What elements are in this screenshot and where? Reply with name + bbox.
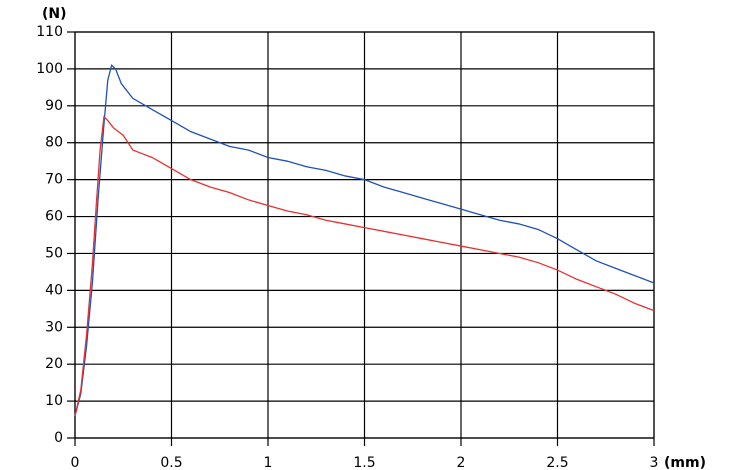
x-tick-label: 3 bbox=[650, 455, 659, 470]
x-tick-label: 1.5 bbox=[353, 455, 375, 470]
plot-frame bbox=[74, 31, 655, 439]
y-tick-label: 10 bbox=[45, 393, 63, 409]
y-tick-label: 80 bbox=[45, 135, 63, 151]
x-tick-label: 2 bbox=[457, 455, 466, 470]
y-tick-label: 90 bbox=[45, 98, 63, 114]
x-tick-label: 2.5 bbox=[546, 455, 568, 470]
y-tick-label: 110 bbox=[36, 24, 63, 40]
y-tick-label: 20 bbox=[45, 356, 63, 372]
y-tick-label: 0 bbox=[54, 430, 63, 446]
y-tick-label: 30 bbox=[45, 319, 63, 335]
y-tick-label: 50 bbox=[45, 245, 63, 261]
y-tick-label: 70 bbox=[45, 172, 63, 188]
x-axis-label: (mm) bbox=[664, 455, 706, 470]
y-tick-label: 40 bbox=[45, 282, 63, 298]
data-line bbox=[74, 115, 655, 416]
x-tick-label: 0.5 bbox=[160, 455, 182, 470]
y-tick-label: 60 bbox=[45, 209, 63, 225]
y-tick-label: 100 bbox=[36, 61, 63, 77]
y-axis-label: (N) bbox=[42, 6, 67, 22]
data-line bbox=[74, 63, 655, 417]
x-tick-label: 1 bbox=[264, 455, 273, 470]
x-tick-label: 0 bbox=[71, 455, 80, 470]
